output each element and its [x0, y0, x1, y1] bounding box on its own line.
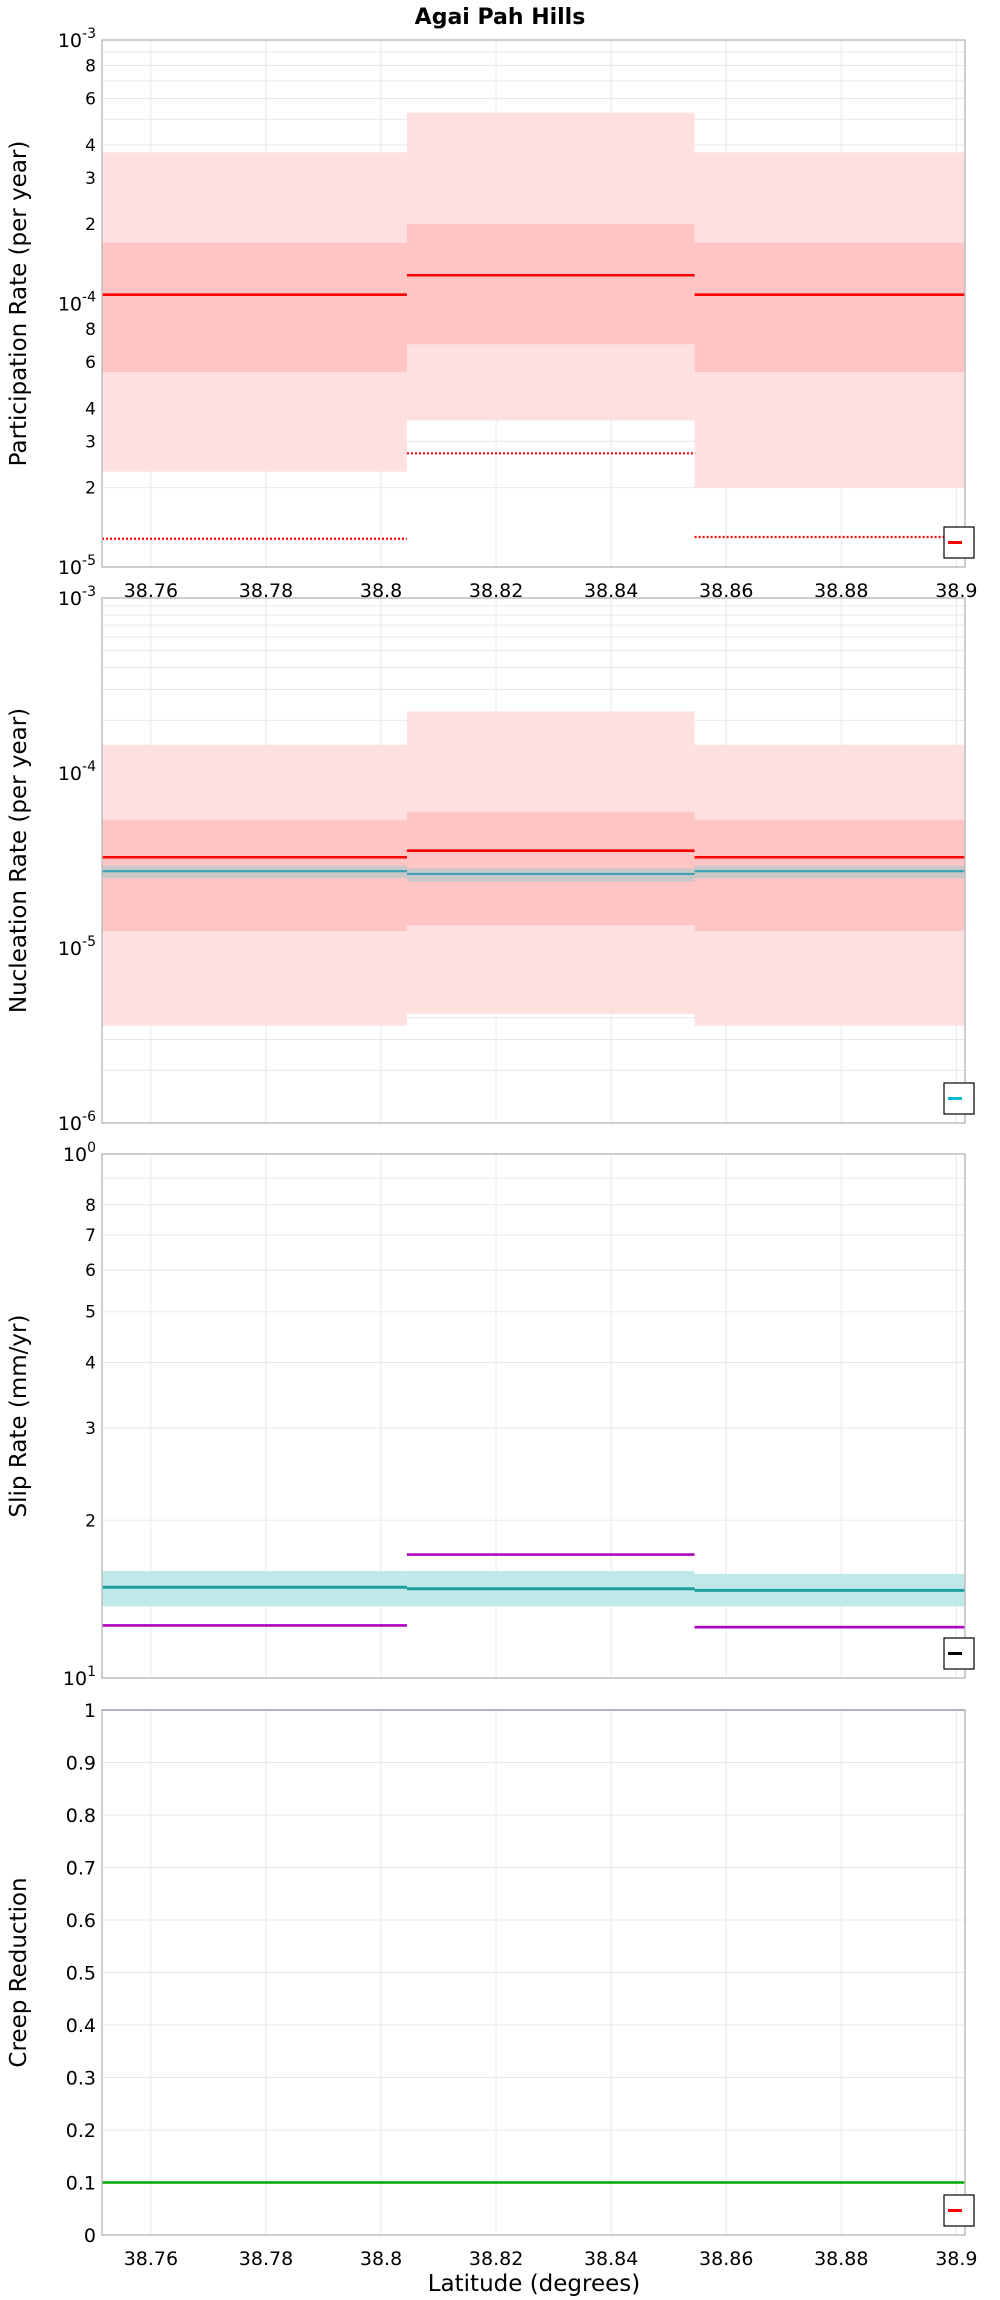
panel-slip: 101 100 2 3 4 5 6 7 8 Slip Rate (mm/yr) [6, 1140, 975, 1690]
legend [943, 1082, 975, 1115]
y-minor-tick-label: 3 [85, 169, 96, 189]
y-tick-label: 0.7 [66, 1858, 96, 1880]
x-tick-label: 38.82 [469, 580, 523, 602]
uncertainty-band [406, 224, 695, 345]
x-tick-label: 38.9 [935, 580, 977, 602]
y-axis-label: Slip Rate (mm/yr) [6, 1315, 32, 1518]
y-axis-label: Nucleation Rate (per year) [6, 708, 32, 1013]
y-axis-label: Participation Rate (per year) [6, 141, 32, 467]
y-tick-label: 1 [84, 1700, 96, 1722]
x-tick-label: 38.86 [699, 580, 753, 602]
y-minor-tick-label: 7 [85, 1226, 96, 1246]
y-minor-tick-label: 4 [85, 136, 96, 156]
legend [943, 1637, 975, 1670]
y-tick-label: 0.9 [66, 1753, 96, 1775]
y-tick-label: 10-4 [58, 290, 96, 316]
x-tick-label: 38.78 [239, 580, 293, 602]
x-tick-label: 38.84 [584, 580, 638, 602]
legend [943, 526, 975, 559]
y-tick-label: 0.5 [66, 1963, 96, 1985]
plot-frame [101, 39, 966, 568]
y-tick-label: 0 [84, 2225, 96, 2247]
y-minor-tick-label: 5 [85, 1303, 96, 1323]
chart-title: Agai Pah Hills [415, 5, 586, 30]
y-minor-tick-label: 8 [85, 57, 96, 77]
y-tick-label: 0.3 [66, 2068, 96, 2090]
y-minor-tick-label: 4 [85, 1354, 96, 1374]
y-minor-tick-label: 8 [85, 1196, 96, 1216]
x-tick-label: 38.8 [360, 2248, 402, 2270]
y-minor-tick-label: 6 [85, 1261, 96, 1281]
y-tick-label: 10-5 [58, 934, 96, 960]
y-tick-label: 0.8 [66, 1805, 96, 1827]
y-tick-label: 10-3 [58, 584, 96, 610]
y-minor-tick-label: 2 [85, 215, 96, 235]
y-minor-tick-label: 3 [85, 432, 96, 452]
y-tick-label: 100 [63, 1140, 96, 1166]
x-tick-label: 38.86 [699, 2248, 753, 2270]
x-tick-label: 38.8 [360, 580, 402, 602]
y-minor-tick-label: 4 [85, 399, 96, 419]
y-tick-label: 10-6 [58, 1109, 96, 1135]
panel-nucleation: 10-6 10-5 10-4 10-3 Nucleation Rate (per yea… [6, 584, 975, 1135]
x-tick-label: 38.88 [814, 580, 868, 602]
x-tick-label: 38.78 [239, 2248, 293, 2270]
y-minor-tick-label: 8 [85, 320, 96, 340]
x-tick-label: 38.82 [469, 2248, 523, 2270]
y-minor-tick-label: 3 [85, 1419, 96, 1439]
legend [943, 2194, 975, 2227]
y-tick-label: 0.1 [66, 2173, 96, 2195]
y-minor-tick-label: 6 [85, 353, 96, 373]
x-tick-label: 38.84 [584, 2248, 638, 2270]
y-tick-label: 0.2 [66, 2120, 96, 2142]
y-tick-label: 0.4 [66, 2015, 96, 2037]
y-axis-label: Creep Reduction [6, 1877, 32, 2067]
panel-participation: 10-5 10-4 10-3 2 3 4 6 8 2 3 4 6 8 38.76 38.78 38.8 38.8… [6, 26, 978, 602]
panel-creep: 0 0.1 0.2 0.3 0.4 0.5 0.6 0.7 0.8 0.9 1 38.76 38.78 3… [6, 1700, 978, 2270]
panels: 10-5 10-4 10-3 2 3 4 6 8 2 3 4 6 8 38.76 38.78 38.8 38.8… [6, 26, 978, 2270]
x-tick-label: 38.76 [124, 580, 178, 602]
y-minor-tick-label: 2 [85, 1511, 96, 1531]
uncertainty-band [102, 242, 407, 372]
y-tick-label: 10-3 [58, 26, 96, 52]
plot-frame [101, 1709, 966, 2236]
y-tick-label: 10-5 [58, 553, 96, 579]
plot-frame [101, 597, 966, 1124]
x-tick-label: 38.88 [814, 2248, 868, 2270]
x-tick-label: 38.9 [935, 2248, 977, 2270]
x-tick-label: 38.76 [124, 2248, 178, 2270]
x-axis-label: Latitude (degrees) [428, 2271, 641, 2297]
uncertainty-band [694, 242, 965, 372]
y-minor-tick-label: 6 [85, 89, 96, 109]
y-tick-label: 101 [63, 1664, 96, 1690]
plot-frame [101, 1153, 966, 1679]
y-minor-tick-label: 2 [85, 479, 96, 499]
y-tick-label: 10-4 [58, 759, 96, 785]
y-tick-label: 0.6 [66, 1910, 96, 1932]
